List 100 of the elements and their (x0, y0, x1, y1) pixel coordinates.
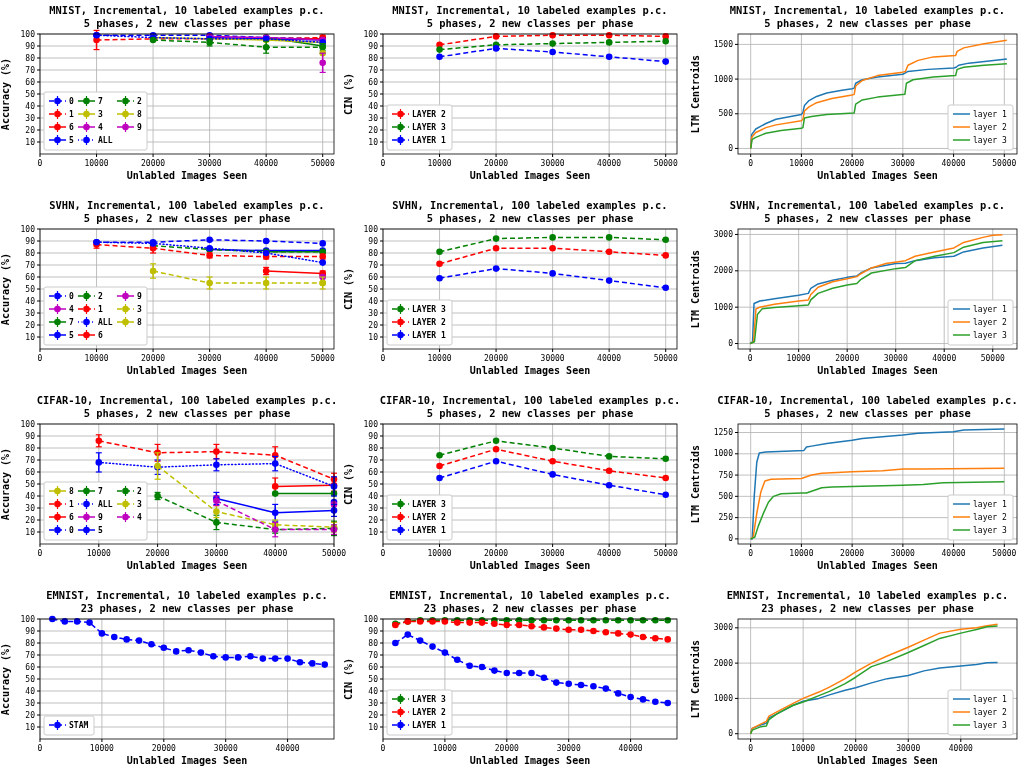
y-tick-label: 20 (25, 515, 36, 525)
legend-label: 1 (98, 304, 103, 314)
chart-title: EMNIST, Incremental, 10 labeled examples p.c. (46, 589, 328, 601)
y-tick-label: 20 (368, 125, 379, 135)
x-tick-label: 0 (747, 354, 753, 363)
y-tick-label: 60 (368, 272, 379, 282)
x-tick-label: 10000 (791, 744, 816, 753)
y-tick-label: 100 (363, 419, 379, 429)
y-tick-label: 90 (25, 431, 36, 441)
legend-label: 0 (69, 525, 74, 535)
y-tick-label: 60 (368, 467, 379, 477)
chart-subtitle: 23 phases, 2 new classes per phase (761, 602, 974, 614)
legend-label: LAYER 3 (412, 499, 446, 509)
legend-label: layer 3 (973, 720, 1007, 730)
y-tick-label: 250 (718, 513, 734, 523)
chart-title: CIFAR-10, Incremental, 100 labeled examples p.c. (36, 394, 338, 406)
y-tick-label: 70 (368, 65, 379, 75)
y-tick-label: 40 (368, 296, 379, 306)
x-tick-label: 20000 (145, 549, 170, 558)
x-axis-title: Unlabled Images Seen (469, 365, 591, 376)
y-axis-title: CIN (%) (343, 267, 354, 311)
legend-label: 8 (137, 317, 142, 327)
legend-label: 7 (69, 317, 74, 327)
x-axis-title: Unlabled Images Seen (126, 170, 248, 181)
y-axis-title: Accuracy (%) (0, 447, 11, 521)
legend-label: layer 1 (973, 304, 1007, 314)
y-tick-label: 100 (363, 29, 379, 39)
y-axis-title: Accuracy (%) (0, 57, 11, 131)
chart-subtitle: 5 phases, 2 new classes per phase (764, 212, 971, 224)
y-tick-label: 90 (368, 41, 379, 51)
y-tick-label: 20 (368, 320, 379, 330)
x-tick-label: 30000 (540, 354, 565, 363)
y-tick-label: 60 (25, 662, 36, 672)
y-tick-label: 100 (363, 224, 379, 234)
x-tick-label: 30000 (896, 744, 921, 753)
y-tick-label: 90 (25, 626, 36, 636)
x-tick-label: 40000 (254, 354, 279, 363)
y-tick-label: 2000 (713, 658, 734, 668)
x-tick-label: 50000 (992, 159, 1017, 168)
x-tick-label: 10000 (789, 159, 814, 168)
y-tick-label: 0 (728, 144, 734, 154)
y-tick-label: 500 (718, 109, 734, 119)
x-tick-label: 30000 (883, 354, 908, 363)
x-tick-label: 30000 (197, 159, 222, 168)
y-tick-label: 3000 (713, 230, 734, 240)
y-tick-label: 60 (368, 662, 379, 672)
legend-label: LAYER 3 (412, 694, 446, 704)
x-tick-label: 40000 (597, 159, 622, 168)
y-tick-label: 40 (25, 686, 36, 696)
chart-title: MNIST, Incremental, 10 labeled examples p.c. (392, 4, 668, 16)
legend-label: layer 3 (973, 330, 1007, 340)
legend-label: 7 (98, 96, 103, 106)
y-tick-label: 90 (25, 236, 36, 246)
y-tick-label: 20 (25, 320, 36, 330)
chart-title: MNIST, Incremental, 10 labeled examples p.c. (49, 4, 325, 16)
y-tick-label: 20 (368, 515, 379, 525)
y-tick-label: 40 (368, 101, 379, 111)
x-tick-label: 0 (37, 354, 43, 363)
y-tick-label: 40 (368, 491, 379, 501)
chart-subtitle: 5 phases, 2 new classes per phase (426, 407, 634, 419)
y-axis-title: LTM Centroids (690, 444, 701, 524)
y-tick-label: 50 (25, 89, 36, 99)
x-tick-label: 50000 (980, 354, 1005, 363)
x-tick-label: 50000 (992, 549, 1017, 558)
legend-label: ALL (98, 135, 113, 145)
legend-label: LAYER 3 (412, 122, 446, 132)
y-tick-label: 30 (25, 308, 36, 318)
chart-subtitle: 5 phases, 2 new classes per phase (83, 212, 291, 224)
x-tick-label: 30000 (890, 549, 916, 558)
chart-subtitle: 23 phases, 2 new classes per phase (80, 602, 294, 614)
y-tick-label: 80 (368, 53, 379, 63)
x-tick-label: 40000 (941, 549, 966, 558)
legend-label: 8 (137, 109, 142, 119)
x-tick-label: 40000 (597, 354, 622, 363)
legend-label: layer 2 (973, 707, 1007, 717)
x-tick-label: 30000 (204, 549, 229, 558)
x-tick-label: 50000 (321, 549, 347, 558)
x-tick-label: 30000 (890, 159, 916, 168)
chart-subtitle: 5 phases, 2 new classes per phase (764, 17, 971, 29)
y-tick-label: 80 (368, 443, 379, 453)
legend-label: layer 1 (973, 499, 1007, 509)
legend-label: 2 (98, 291, 103, 301)
x-tick-label: 30000 (197, 354, 222, 363)
x-tick-label: 40000 (263, 549, 288, 558)
y-axis-title: CIN (%) (343, 72, 354, 116)
y-tick-label: 100 (363, 614, 379, 624)
x-tick-label: 10000 (789, 549, 814, 558)
x-tick-label: 0 (37, 549, 43, 558)
chart-subtitle: 5 phases, 2 new classes per phase (83, 407, 291, 419)
x-axis-title: Unlabled Images Seen (817, 755, 938, 766)
y-tick-label: 90 (368, 431, 379, 441)
y-tick-label: 70 (25, 455, 36, 465)
legend-label: LAYER 2 (412, 512, 446, 522)
y-tick-label: 1000 (713, 74, 734, 84)
legend-label: 4 (69, 304, 74, 314)
x-tick-label: 30000 (213, 744, 238, 753)
legend-label: LAYER 2 (412, 317, 446, 327)
legend-label: LAYER 2 (412, 707, 446, 717)
x-tick-label: 20000 (484, 354, 509, 363)
x-tick-label: 10000 (86, 549, 112, 558)
